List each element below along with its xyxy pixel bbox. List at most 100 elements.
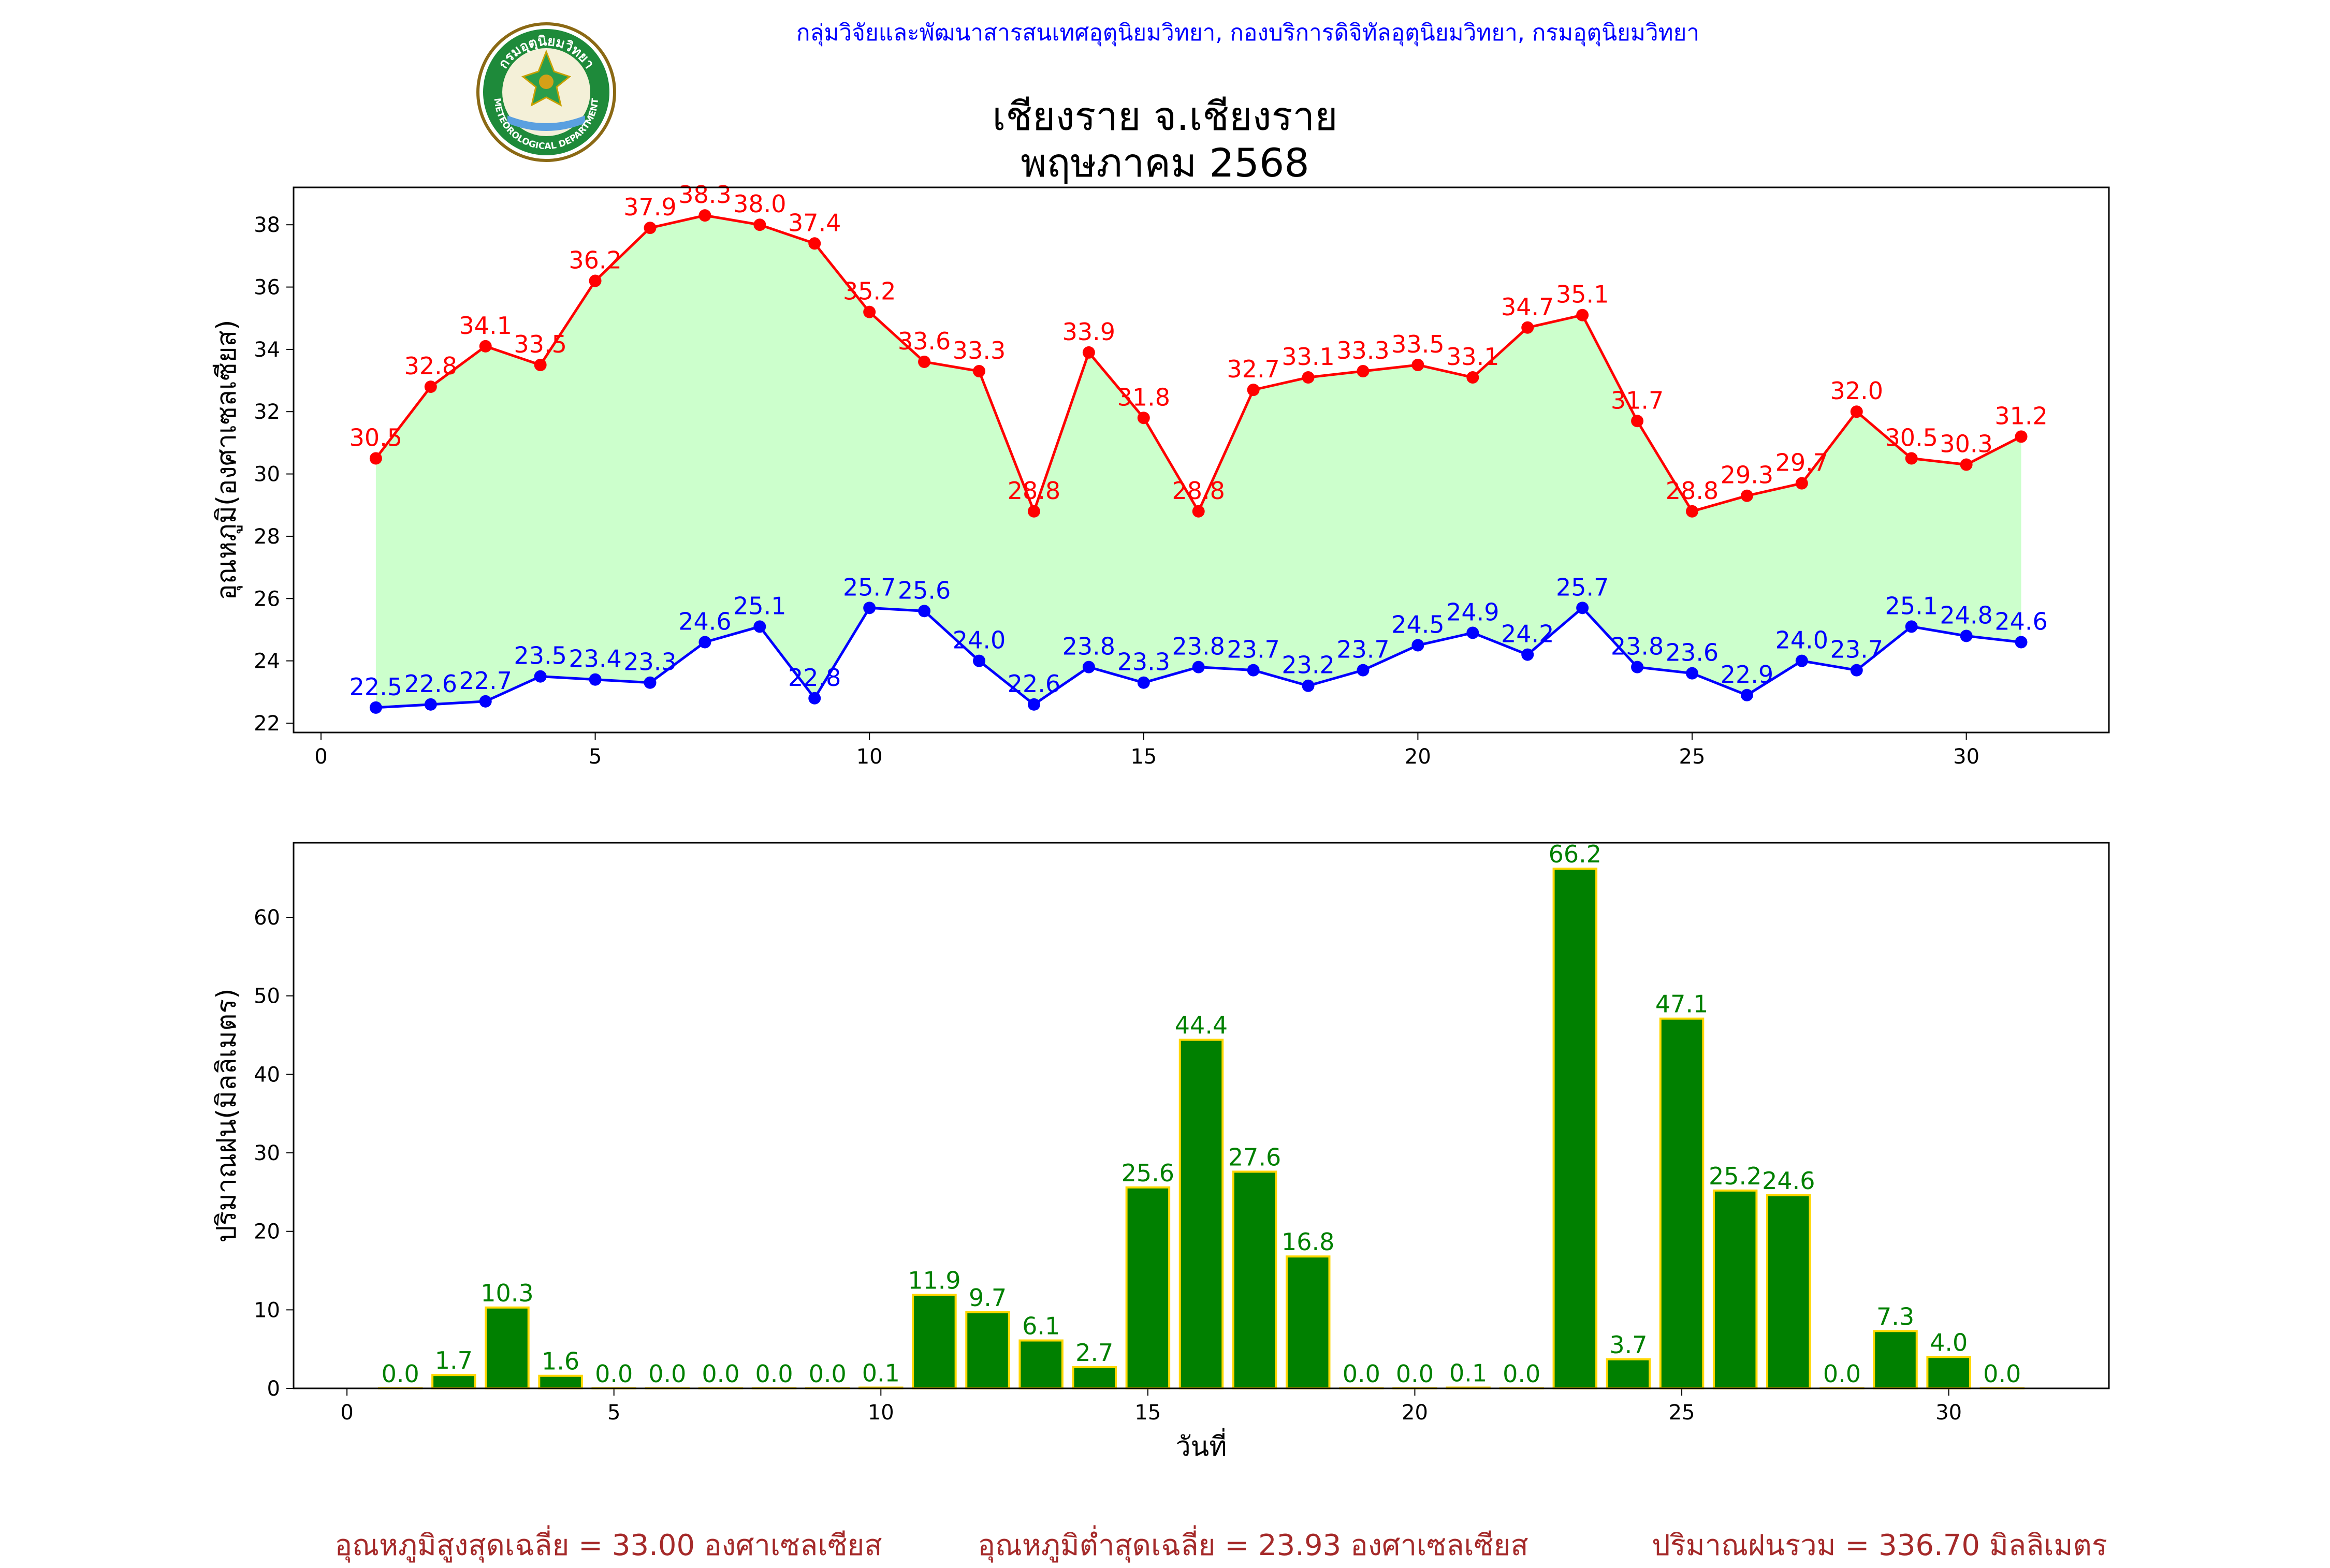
tmin-point — [2015, 636, 2028, 649]
tmax-point — [1411, 359, 1424, 371]
tmin-point — [1247, 664, 1260, 677]
tmax-point — [1960, 459, 1973, 471]
tmin-point — [534, 670, 547, 683]
tmin-data-label: 24.6 — [678, 608, 731, 636]
rain-data-label: 0.0 — [1396, 1360, 1434, 1388]
tmax-data-label: 33.3 — [1336, 336, 1389, 364]
rain-data-label: 25.2 — [1709, 1162, 1761, 1190]
rain-bar — [539, 1376, 581, 1388]
temp-x-tick-label: 10 — [856, 745, 883, 769]
tmax-point — [1357, 365, 1369, 377]
tmin-point — [1796, 655, 1808, 667]
tmin-data-label: 22.6 — [1008, 670, 1060, 698]
tmax-data-label: 33.1 — [1282, 343, 1334, 371]
tmin-point — [1138, 677, 1150, 689]
total-rain-summary: ปริมาณฝนรวม = 336.70 มิลลิเมตร — [1652, 1522, 2107, 1568]
tmax-data-label: 37.9 — [623, 193, 676, 221]
rain-bar — [1874, 1331, 1916, 1388]
tmax-data-label: 28.8 — [1008, 477, 1060, 505]
tmax-point — [1521, 321, 1534, 334]
rain-x-tick-label: 10 — [868, 1401, 894, 1425]
rain-data-label: 0.0 — [595, 1360, 633, 1388]
rain-data-label: 0.0 — [648, 1360, 686, 1388]
tmin-point — [1083, 661, 1095, 673]
temp-y-tick-label: 22 — [254, 712, 280, 736]
rain-x-tick-label: 25 — [1669, 1401, 1695, 1425]
tmin-point — [1466, 626, 1479, 639]
tmin-point — [1741, 689, 1753, 701]
rain-data-label: 0.0 — [1983, 1360, 2021, 1388]
tmax-data-label: 33.1 — [1446, 343, 1499, 371]
tmax-point — [1247, 384, 1260, 396]
temp-x-tick-label: 0 — [314, 745, 327, 769]
rain-bar — [1020, 1340, 1062, 1388]
temp-y-tick-label: 32 — [254, 400, 280, 424]
rain-data-label: 1.7 — [435, 1346, 473, 1374]
tmax-data-label: 31.8 — [1117, 383, 1170, 411]
tmax-data-label: 37.4 — [788, 209, 841, 237]
rain-data-label: 0.0 — [1823, 1360, 1861, 1388]
rain-data-label: 0.0 — [755, 1360, 793, 1388]
rain-data-label: 0.0 — [382, 1360, 419, 1388]
rain-data-label: 16.8 — [1282, 1228, 1334, 1256]
rain-y-tick-label: 30 — [254, 1141, 280, 1165]
tmax-point — [918, 356, 930, 368]
tmin-point — [589, 673, 602, 686]
tmax-data-label: 31.2 — [1994, 402, 2047, 430]
tmin-data-label: 24.0 — [953, 626, 1006, 654]
tmax-point — [589, 275, 602, 287]
rain-bar — [1180, 1040, 1222, 1388]
temp-y-tick-label: 26 — [254, 587, 280, 611]
rain-y-tick-label: 10 — [254, 1298, 280, 1322]
tmin-point — [1851, 664, 1863, 677]
tmin-data-label: 25.7 — [1556, 573, 1609, 601]
tmax-data-label: 32.8 — [404, 352, 457, 380]
tmin-data-label: 22.5 — [350, 673, 402, 701]
rain-data-label: 2.7 — [1075, 1339, 1113, 1367]
tmin-data-label: 23.7 — [1830, 636, 1883, 664]
tmin-data-label: 24.6 — [1994, 608, 2047, 636]
rain-data-label: 3.7 — [1609, 1331, 1647, 1359]
rain-y-tick-label: 50 — [254, 985, 280, 1008]
tmax-point — [1796, 477, 1808, 490]
rain-bar — [1927, 1357, 1970, 1388]
rain-data-label: 4.0 — [1930, 1328, 1968, 1356]
rain-x-tick-label: 15 — [1134, 1401, 1161, 1425]
tmax-point — [808, 237, 821, 250]
rain-bar — [1767, 1195, 1810, 1388]
tmax-data-label: 29.3 — [1721, 461, 1773, 489]
tmax-point — [1631, 415, 1643, 427]
tmax-data-label: 38.0 — [733, 190, 786, 218]
rain-bar — [1073, 1367, 1116, 1388]
tmax-data-label: 32.0 — [1830, 377, 1883, 405]
rain-data-label: 27.6 — [1228, 1143, 1281, 1171]
rain-data-label: 10.3 — [480, 1279, 533, 1307]
rain-bar — [1287, 1256, 1329, 1388]
rain-y-tick-label: 0 — [267, 1377, 280, 1401]
tmin-point — [479, 695, 492, 708]
tmax-data-label: 34.7 — [1501, 293, 1554, 321]
tmin-point — [698, 636, 711, 649]
tmax-point — [1083, 346, 1095, 359]
rain-data-label: 0.1 — [1449, 1359, 1487, 1387]
temp-x-tick-label: 15 — [1130, 745, 1157, 769]
tmax-point — [1138, 412, 1150, 424]
tmin-point — [425, 698, 437, 711]
tmin-data-label: 23.8 — [1611, 633, 1664, 661]
rain-y-tick-label: 40 — [254, 1063, 280, 1087]
tmax-data-label: 28.8 — [1666, 477, 1719, 505]
rain-data-label: 0.0 — [809, 1360, 847, 1388]
temp-y-tick-label: 38 — [254, 213, 280, 237]
rain-bar — [432, 1375, 475, 1388]
rain-bar — [486, 1308, 528, 1388]
rain-data-label: 0.0 — [1503, 1360, 1540, 1388]
tmax-data-label: 31.7 — [1611, 386, 1664, 414]
rain-data-label: 0.0 — [702, 1360, 739, 1388]
tmax-data-label: 28.8 — [1172, 477, 1225, 505]
tmax-point — [370, 452, 382, 464]
tmin-point — [1686, 667, 1698, 680]
tmin-point — [1905, 620, 1918, 633]
tmin-data-label: 25.6 — [898, 576, 951, 604]
